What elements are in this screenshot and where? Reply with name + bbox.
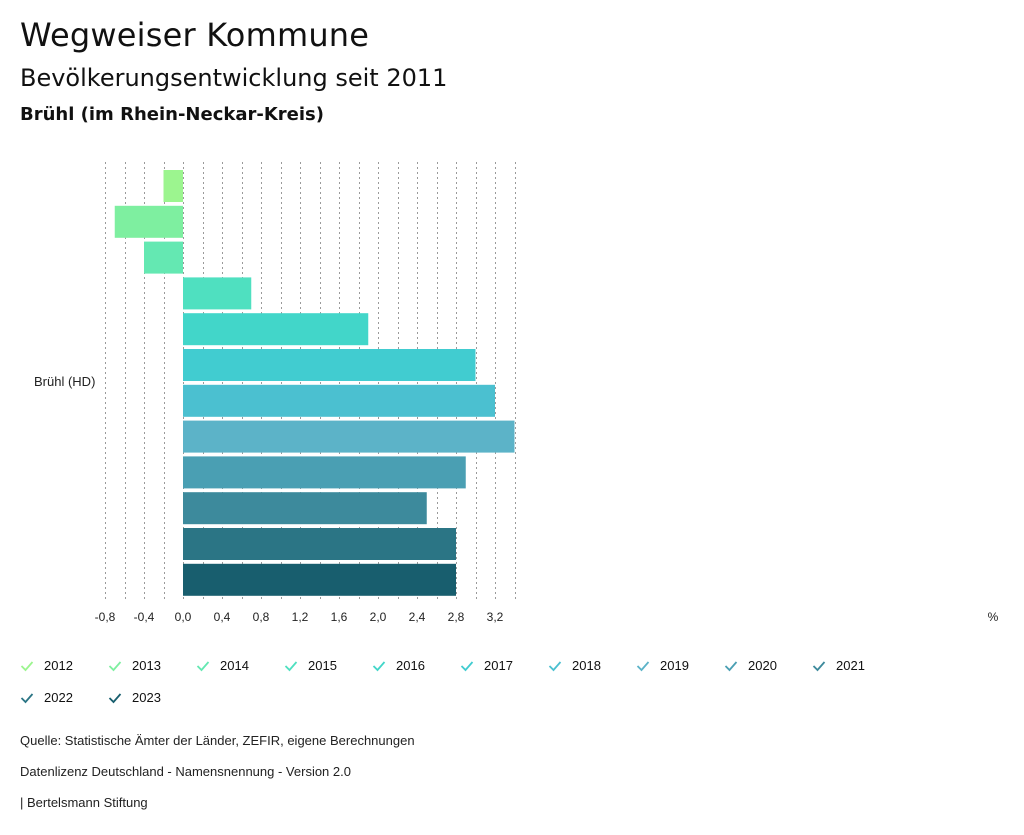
bar-2021[interactable] [183,492,427,525]
legend-label: 2016 [396,658,425,673]
bar-chart: -0,8 -0,4 0,0 0,4 0,8 1,2 1,6 2,0 2,4 2,8 3,2 Brüh… [34,162,999,624]
legend-label: 2023 [132,690,161,705]
x-tick-label: 2,4 [409,610,426,624]
chart-subtitle: Bevölkerungsentwicklung seit 2011 [20,64,448,92]
bar-2016[interactable] [183,313,369,346]
x-tick-label: 1,2 [292,610,309,624]
checkmark-icon [108,692,122,703]
legend-item-2018[interactable]: 2018 [548,658,601,673]
legend-item-2020[interactable]: 2020 [724,658,777,673]
legend-item-2021[interactable]: 2021 [812,658,865,673]
legend-item-2023[interactable]: 2023 [108,690,161,705]
legend-item-2019[interactable]: 2019 [636,658,689,673]
legend-item-2012[interactable]: 2012 [20,658,73,673]
legend-label: 2014 [220,658,249,673]
checkmark-icon [724,660,738,671]
checkmark-icon [284,660,298,671]
unit-label: % [988,610,999,624]
bar-2022[interactable] [183,528,456,560]
x-tick-label: 2,8 [448,610,465,624]
legend-item-2013[interactable]: 2013 [108,658,161,673]
grid-lines [105,162,516,600]
legend-label: 2012 [44,658,73,673]
bar-2015[interactable] [183,277,252,310]
category-label: Brühl (HD) [34,374,95,389]
checkmark-icon [20,660,34,671]
bar-2012[interactable] [163,170,184,202]
legend-item-2016[interactable]: 2016 [372,658,425,673]
x-axis-ticks: -0,8 -0,4 0,0 0,4 0,8 1,2 1,6 2,0 2,4 2,8 3,2 [95,610,504,624]
checkmark-icon [812,660,826,671]
bar-2019[interactable] [183,420,515,453]
legend-item-2014[interactable]: 2014 [196,658,249,673]
bar-group [114,170,515,596]
bar-2013[interactable] [114,205,183,238]
legend-label: 2019 [660,658,689,673]
region-label: Brühl (im Rhein-Neckar-Kreis) [20,104,324,125]
x-tick-label: -0,8 [95,610,116,624]
checkmark-icon [20,692,34,703]
legend-item-2015[interactable]: 2015 [284,658,337,673]
legend-label: 2021 [836,658,865,673]
x-tick-label: 0,4 [214,610,231,624]
page-title: Wegweiser Kommune [20,16,370,54]
legend-label: 2020 [748,658,777,673]
x-tick-label: 2,0 [370,610,387,624]
publisher-note: | Bertelsmann Stiftung [20,795,148,810]
legend-label: 2013 [132,658,161,673]
legend-label: 2015 [308,658,337,673]
bar-2023[interactable] [183,563,456,596]
checkmark-icon [548,660,562,671]
checkmark-icon [636,660,650,671]
bar-2020[interactable] [183,456,466,489]
x-tick-label: 1,6 [331,610,348,624]
legend-item-2017[interactable]: 2017 [460,658,513,673]
x-tick-label: -0,4 [134,610,155,624]
x-tick-label: 0,0 [175,610,192,624]
x-tick-label: 3,2 [487,610,504,624]
checkmark-icon [196,660,210,671]
legend-label: 2017 [484,658,513,673]
bar-2018[interactable] [183,384,495,417]
checkmark-icon [108,660,122,671]
bar-2017[interactable] [183,349,476,381]
legend-item-2022[interactable]: 2022 [20,690,73,705]
checkmark-icon [460,660,474,671]
source-note: Quelle: Statistische Ämter der Länder, Z… [20,733,415,748]
legend-label: 2018 [572,658,601,673]
bar-2014[interactable] [144,241,183,274]
license-note: Datenlizenz Deutschland - Namensnennung … [20,764,351,779]
checkmark-icon [372,660,386,671]
x-tick-label: 0,8 [253,610,270,624]
legend-label: 2022 [44,690,73,705]
